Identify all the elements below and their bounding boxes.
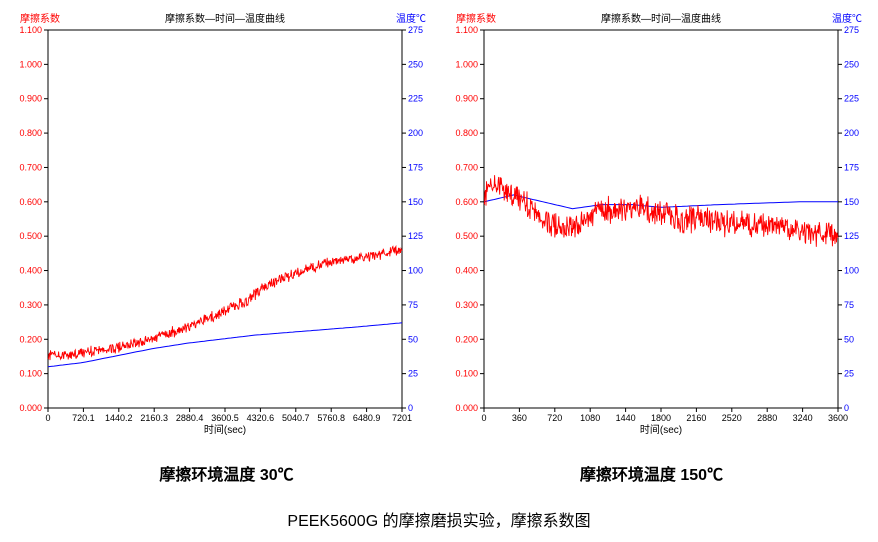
svg-text:0.300: 0.300 [19,300,42,310]
svg-text:150: 150 [408,197,423,207]
svg-text:225: 225 [408,94,423,104]
svg-text:1440: 1440 [616,413,636,423]
svg-text:0.400: 0.400 [19,266,42,276]
svg-text:720.1: 720.1 [72,413,95,423]
svg-text:温度℃: 温度℃ [396,12,426,25]
svg-text:0.200: 0.200 [19,334,42,344]
svg-text:温度℃: 温度℃ [832,12,862,25]
svg-text:275: 275 [408,25,423,35]
svg-text:0.500: 0.500 [19,231,42,241]
svg-text:0.100: 0.100 [455,369,478,379]
svg-text:1.100: 1.100 [19,25,42,35]
svg-text:0.400: 0.400 [455,266,478,276]
svg-text:250: 250 [408,59,423,69]
svg-text:2160: 2160 [686,413,706,423]
svg-text:1080: 1080 [580,413,600,423]
svg-text:5760.8: 5760.8 [317,413,345,423]
svg-text:摩擦系数—时间—温度曲线: 摩擦系数—时间—温度曲线 [601,12,721,25]
svg-text:720: 720 [547,413,562,423]
svg-text:3600.5: 3600.5 [211,413,239,423]
sublabel-row: 摩擦环境温度 30℃ 摩擦环境温度 150℃ [0,461,878,485]
svg-text:7201: 7201 [392,413,412,423]
svg-text:0.300: 0.300 [455,300,478,310]
svg-text:1.000: 1.000 [19,59,42,69]
main-caption: PEEK5600G 的摩擦磨损实验，摩擦系数图 [0,507,878,531]
chart-left-svg: 0.000 0.100 0.200 0.300 0.400 0.500 0.600 0.700… [14,8,428,438]
svg-text:75: 75 [408,300,418,310]
svg-text:0: 0 [45,413,50,423]
chart-right: 0.000 0.100 0.200 0.300 0.400 0.500 0.600 0.700… [450,8,864,443]
svg-text:1440.2: 1440.2 [105,413,133,423]
svg-text:6480.9: 6480.9 [353,413,381,423]
svg-text:2160.3: 2160.3 [140,413,168,423]
svg-text:时间(sec): 时间(sec) [640,423,682,436]
svg-text:125: 125 [844,231,859,241]
svg-text:0.100: 0.100 [19,369,42,379]
svg-text:200: 200 [408,128,423,138]
svg-text:2520: 2520 [722,413,742,423]
svg-text:0.600: 0.600 [455,197,478,207]
chart-left: 0.000 0.100 0.200 0.300 0.400 0.500 0.600 0.700… [14,8,428,443]
svg-text:25: 25 [844,369,854,379]
svg-text:125: 125 [408,231,423,241]
svg-text:2880.4: 2880.4 [176,413,204,423]
svg-text:250: 250 [844,59,859,69]
svg-text:175: 175 [408,162,423,172]
svg-text:275: 275 [844,25,859,35]
svg-text:360: 360 [512,413,527,423]
svg-text:75: 75 [844,300,854,310]
svg-text:0.700: 0.700 [455,162,478,172]
svg-text:2880: 2880 [757,413,777,423]
svg-text:1.100: 1.100 [455,25,478,35]
svg-text:0.800: 0.800 [455,128,478,138]
sublabel-right: 摩擦环境温度 150℃ [439,461,864,485]
svg-text:4320.6: 4320.6 [247,413,275,423]
svg-text:0.900: 0.900 [455,94,478,104]
svg-text:0.800: 0.800 [19,128,42,138]
svg-text:1800: 1800 [651,413,671,423]
svg-text:0.700: 0.700 [19,162,42,172]
svg-text:150: 150 [844,197,859,207]
svg-text:225: 225 [844,94,859,104]
svg-text:0.000: 0.000 [19,403,42,413]
figure-container: { "caption": "PEEK5600G 的摩擦磨损实验，摩擦系数图", … [0,0,878,542]
svg-text:175: 175 [844,162,859,172]
svg-text:100: 100 [844,266,859,276]
svg-text:摩擦系数: 摩擦系数 [456,12,496,25]
svg-text:0.500: 0.500 [455,231,478,241]
svg-text:0.200: 0.200 [455,334,478,344]
svg-text:50: 50 [408,334,418,344]
svg-text:200: 200 [844,128,859,138]
chart-right-svg: 0.000 0.100 0.200 0.300 0.400 0.500 0.600 0.700… [450,8,864,438]
charts-row: 0.000 0.100 0.200 0.300 0.400 0.500 0.600 0.700… [0,0,878,443]
svg-text:1.000: 1.000 [455,59,478,69]
svg-text:5040.7: 5040.7 [282,413,310,423]
svg-text:0: 0 [844,403,849,413]
svg-text:0.600: 0.600 [19,197,42,207]
svg-text:0.900: 0.900 [19,94,42,104]
svg-text:0: 0 [481,413,486,423]
svg-text:时间(sec): 时间(sec) [204,423,246,436]
svg-text:0: 0 [408,403,413,413]
svg-text:50: 50 [844,334,854,344]
svg-text:100: 100 [408,266,423,276]
svg-text:3600: 3600 [828,413,848,423]
svg-text:3240: 3240 [793,413,813,423]
sublabel-left: 摩擦环境温度 30℃ [14,461,439,485]
svg-text:0.000: 0.000 [455,403,478,413]
svg-text:摩擦系数: 摩擦系数 [20,12,60,25]
svg-text:25: 25 [408,369,418,379]
svg-text:摩擦系数—时间—温度曲线: 摩擦系数—时间—温度曲线 [165,12,285,25]
